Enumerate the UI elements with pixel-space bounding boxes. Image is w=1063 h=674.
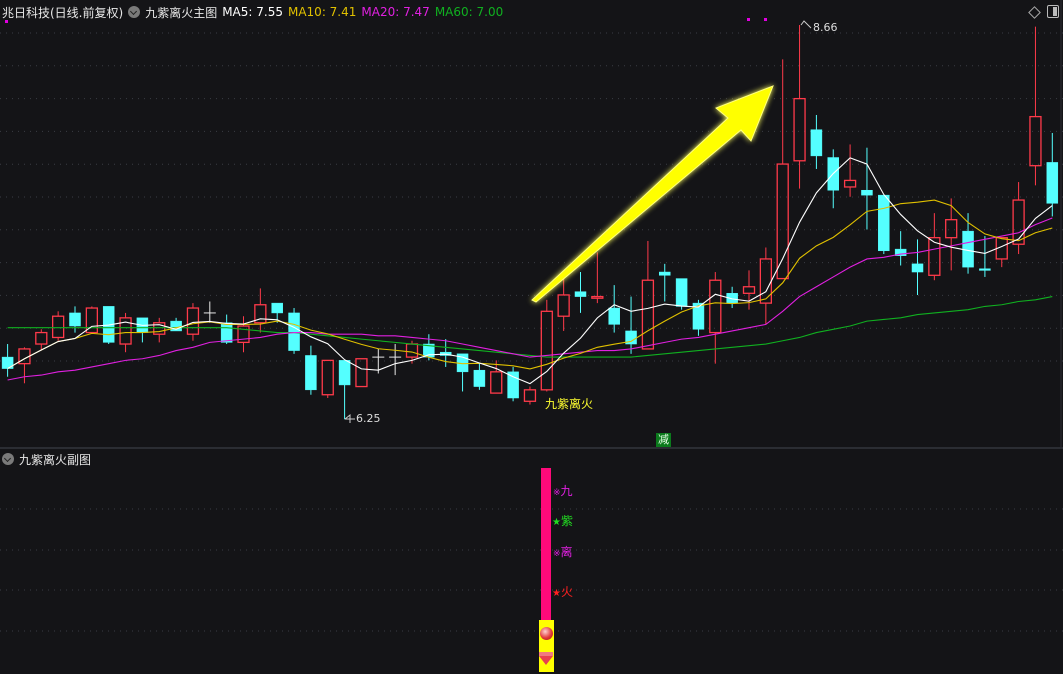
signal-text: 火 — [560, 585, 573, 599]
ma5-line — [7, 157, 1053, 385]
candle-up — [490, 371, 503, 394]
candle-up — [186, 307, 200, 335]
trend-arrow-icon — [531, 85, 774, 303]
signal-bar — [541, 468, 551, 620]
ma5-value: MA5: 7.55 — [222, 5, 283, 19]
low-price-label: 6.25 — [356, 412, 381, 425]
high-pointer — [800, 20, 812, 29]
candle-up — [405, 343, 419, 358]
candle-up — [523, 389, 537, 402]
candle-down — [675, 278, 688, 307]
signal-li: ※离 — [553, 543, 573, 560]
signal-jiu: ※九 — [553, 482, 573, 499]
signal-text: 紫 — [560, 514, 573, 528]
candle-down — [810, 129, 823, 157]
gem-icon-top — [539, 652, 553, 656]
signal-huo: ★火 — [552, 583, 573, 600]
candle-down — [659, 271, 671, 276]
main-chart-header: 兆日科技(日线.前复权) 九紫离火主图 MA5: 7.55 MA10: 7.41… — [2, 4, 503, 20]
candle-up — [85, 307, 98, 334]
jian-badge: 减 — [656, 433, 671, 447]
candle-down — [473, 369, 486, 387]
candle-down — [911, 263, 924, 273]
signal-marker — [747, 18, 750, 21]
candle-up — [254, 304, 267, 324]
stock-title: 兆日科技(日线.前复权) — [2, 5, 124, 20]
candle-down — [305, 355, 317, 391]
mark-icon: ※ — [553, 549, 561, 559]
star-icon: ★ — [552, 517, 561, 528]
candle-up — [1012, 199, 1025, 245]
mark-icon: ※ — [553, 488, 561, 498]
low-pointer — [344, 413, 351, 423]
star-icon: ★ — [552, 588, 561, 599]
sub-chart-header: 九紫离火副图 — [2, 451, 91, 467]
candle-down — [574, 291, 587, 297]
signal-marker — [764, 18, 767, 21]
candle-down — [69, 312, 81, 327]
candle-up — [759, 258, 772, 304]
ma20-line — [7, 217, 1053, 381]
candle-down — [1046, 162, 1059, 204]
candle-down — [861, 189, 873, 196]
candle-up — [793, 97, 806, 162]
ma20-value: MA20: 7.47 — [361, 5, 430, 19]
candle-up — [119, 317, 132, 345]
candle-down — [608, 307, 620, 325]
candle-up — [540, 310, 553, 391]
candle-up — [641, 279, 655, 350]
candle-down — [979, 268, 991, 271]
candle-down — [878, 194, 890, 252]
chevron-down-icon[interactable] — [128, 6, 141, 18]
ma10-line — [7, 199, 1053, 370]
signal-text: 九 — [560, 484, 573, 498]
candle-up — [591, 295, 604, 299]
candle-down — [692, 302, 705, 330]
candle-up — [776, 163, 789, 280]
candle-up — [35, 331, 48, 345]
candle-up — [52, 315, 65, 339]
signal-label: 九紫离火 — [545, 397, 594, 411]
candle-down — [220, 322, 233, 343]
candle-down — [271, 302, 283, 314]
ma10-value: MA10: 7.41 — [287, 5, 357, 19]
candle-up — [321, 359, 334, 396]
candle-up — [237, 325, 250, 344]
candle-down — [962, 230, 974, 268]
candle-up — [709, 279, 722, 334]
candle-down — [507, 371, 519, 399]
candle-down — [338, 360, 351, 386]
red-ball-icon — [540, 627, 553, 640]
signal-marker — [5, 20, 8, 23]
candle-up — [1029, 115, 1042, 167]
candle-down — [894, 248, 907, 256]
panel-divider[interactable] — [0, 447, 1063, 449]
chevron-down-icon[interactable] — [2, 453, 14, 465]
high-price-label: 8.66 — [813, 21, 838, 34]
gem-icon — [539, 656, 553, 665]
sub-indicator-name[interactable]: 九紫离火副图 — [19, 452, 92, 467]
signal-text: 离 — [560, 545, 573, 559]
signal-zi: ★紫 — [552, 512, 573, 529]
candle-up — [355, 358, 368, 388]
ma60-value: MA60: 7.00 — [434, 5, 504, 19]
candle-up — [843, 179, 857, 188]
candle-up — [557, 294, 570, 317]
indicator-name[interactable]: 九紫离火主图 — [145, 5, 218, 20]
candle-down — [288, 312, 300, 351]
candle-up — [945, 219, 958, 239]
panel-toggle-icon[interactable] — [1047, 5, 1059, 18]
candle-up — [153, 322, 166, 335]
ma60-line — [7, 296, 1053, 358]
candle-up — [742, 286, 756, 294]
candle-up — [928, 237, 941, 276]
